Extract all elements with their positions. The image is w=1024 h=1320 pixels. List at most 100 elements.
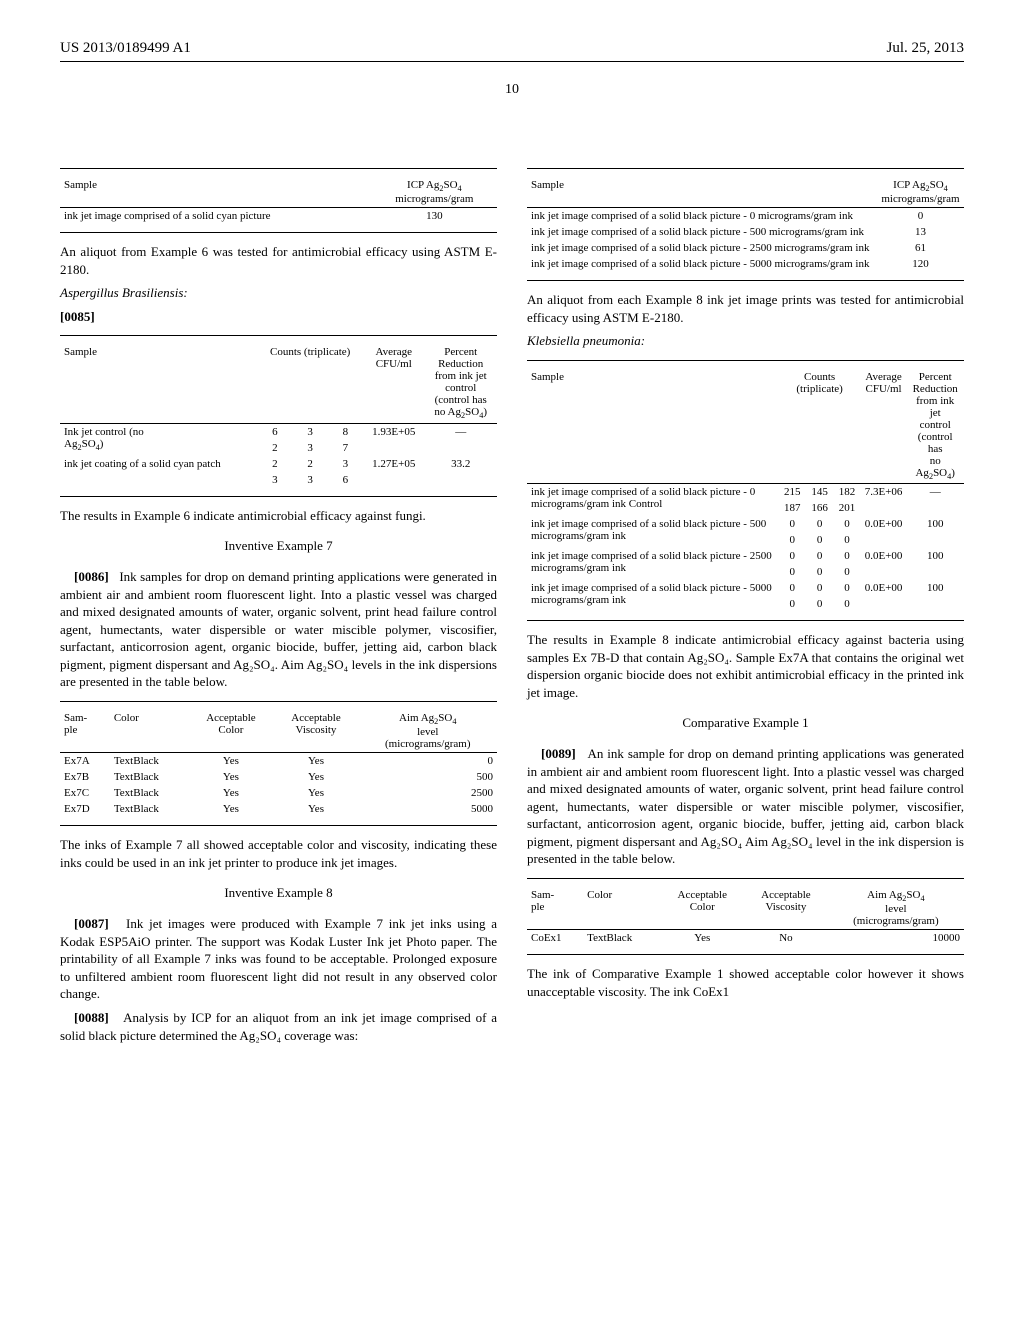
header-right: Jul. 25, 2013 <box>886 40 964 57</box>
table-b-r1-sample: Ink jet control (noAg2SO4) <box>60 423 257 456</box>
tc: TextBlack <box>110 753 189 770</box>
comparative-1-title: Comparative Example 1 <box>527 715 964 731</box>
para-88: [0088] Analysis by ICP for an aliquot fr… <box>60 1009 497 1044</box>
left-column: Sample ICP Ag2SO4micrograms/gram ink jet… <box>60 158 497 1050</box>
table-a-icp: 130 <box>372 208 497 225</box>
table-e: Sample Counts (triplicate) AverageCFU/ml… <box>527 360 964 621</box>
header-left: US 2013/0189499 A1 <box>60 40 191 57</box>
table-b-c: 7 <box>328 440 363 456</box>
tf-h-av: AcceptableViscosity <box>744 887 828 930</box>
te-c: 145 <box>806 484 833 501</box>
tc: Yes <box>273 785 358 801</box>
tf: TextBlack <box>583 930 660 947</box>
te-c: 0 <box>806 564 833 580</box>
tc: Yes <box>273 801 358 817</box>
aspergillus-label: Aspergillus Brasiliensis: <box>60 284 497 302</box>
tc: Ex7C <box>60 785 110 801</box>
table-a-header-sample: Sample <box>60 177 372 208</box>
table-c: Sam-ple Color AcceptableColor Acceptable… <box>60 701 497 826</box>
tc: Yes <box>188 769 273 785</box>
te-s: ink jet image comprised of a solid black… <box>527 484 778 517</box>
te-c: 0 <box>806 580 833 596</box>
para-87-num: [0087] <box>74 916 109 931</box>
right-column: Sample ICP Ag2SO4micrograms/gram ink jet… <box>527 158 964 1050</box>
table-b-c: 8 <box>328 423 363 440</box>
para-86-num: [0086] <box>74 569 109 584</box>
td-s: ink jet image comprised of a solid black… <box>527 256 877 272</box>
tc-h-aim: Aim Ag2SO4level(micrograms/gram) <box>359 710 497 753</box>
te-c: 0 <box>806 516 833 532</box>
te-c: 0 <box>778 548 805 564</box>
te-avg: 0.0E+00 <box>861 516 907 548</box>
tc: Yes <box>273 753 358 770</box>
te-c: 187 <box>778 500 805 516</box>
table-b-c: 6 <box>328 472 363 488</box>
td-v: 120 <box>877 256 964 272</box>
table-b-avg: 1.93E+05 <box>363 423 424 456</box>
tc: 500 <box>359 769 497 785</box>
td-v: 13 <box>877 224 964 240</box>
te-c: 0 <box>806 532 833 548</box>
td-v: 0 <box>877 208 964 225</box>
te-s: ink jet image comprised of a solid black… <box>527 516 778 548</box>
klebsiella-label: Klebsiella pneumonia: <box>527 332 964 350</box>
para-89-text: An ink sample for drop on demand printin… <box>527 746 964 866</box>
te-pct: 100 <box>906 580 964 612</box>
tc: Yes <box>188 801 273 817</box>
tc: TextBlack <box>110 785 189 801</box>
tc: TextBlack <box>110 801 189 817</box>
te-c: 0 <box>833 596 860 612</box>
td-h-s: Sample <box>527 177 877 208</box>
te-c: 0 <box>833 580 860 596</box>
te-c: 201 <box>833 500 860 516</box>
tf: Yes <box>660 930 744 947</box>
tc: 5000 <box>359 801 497 817</box>
para-89-num: [0089] <box>541 746 576 761</box>
td-v: 61 <box>877 240 964 256</box>
table-b: Sample Counts (triplicate) AverageCFU/ml… <box>60 335 497 496</box>
para-88-num: [0088] <box>74 1010 109 1025</box>
te-c: 0 <box>833 548 860 564</box>
para-88-text: Analysis by ICP for an aliquot from an i… <box>60 1010 497 1043</box>
te-c: 0 <box>833 564 860 580</box>
te-c: 215 <box>778 484 805 501</box>
table-b-pct: — <box>424 423 497 456</box>
table-b-avg: 1.27E+05 <box>363 456 424 488</box>
table-b-c: 2 <box>257 456 292 472</box>
para-87-text: Ink jet images were produced with Exampl… <box>60 916 497 1001</box>
table-b-h-avg: AverageCFU/ml <box>363 344 424 423</box>
table-b-pct: 33.2 <box>424 456 497 488</box>
td-s: ink jet image comprised of a solid black… <box>527 208 877 225</box>
te-h-avg: AverageCFU/ml <box>861 369 907 484</box>
te-avg: 0.0E+00 <box>861 548 907 580</box>
te-c: 0 <box>778 564 805 580</box>
table-b-h-counts: Counts (triplicate) <box>257 344 363 423</box>
page-header: US 2013/0189499 A1 Jul. 25, 2013 <box>60 40 964 62</box>
table-a: Sample ICP Ag2SO4micrograms/gram ink jet… <box>60 168 497 233</box>
tf-h-ac: AcceptableColor <box>660 887 744 930</box>
te-avg: 0.0E+00 <box>861 580 907 612</box>
tf: 10000 <box>828 930 964 947</box>
table-b-r2-sample: ink jet coating of a solid cyan patch <box>60 456 257 488</box>
tc: Ex7A <box>60 753 110 770</box>
te-c: 0 <box>778 580 805 596</box>
tc-h-s: Sam-ple <box>60 710 110 753</box>
text-after-table-f: The ink of Comparative Example 1 showed … <box>527 965 964 1000</box>
tf-h-aim: Aim Ag2SO4level(micrograms/gram) <box>828 887 964 930</box>
tc: 0 <box>359 753 497 770</box>
table-a-sample: ink jet image comprised of a solid cyan … <box>60 208 372 225</box>
te-c: 0 <box>778 516 805 532</box>
te-s: ink jet image comprised of a solid black… <box>527 548 778 580</box>
tc: Ex7D <box>60 801 110 817</box>
te-c: 166 <box>806 500 833 516</box>
tc: 2500 <box>359 785 497 801</box>
table-d: Sample ICP Ag2SO4micrograms/gram ink jet… <box>527 168 964 281</box>
table-b-h-pct: PercentReductionfrom ink jetcontrol(cont… <box>424 344 497 423</box>
tc: TextBlack <box>110 769 189 785</box>
tf-h-c: Color <box>583 887 660 930</box>
te-c: 0 <box>806 596 833 612</box>
table-a-header-icp: ICP Ag2SO4micrograms/gram <box>372 177 497 208</box>
te-c: 0 <box>778 596 805 612</box>
text-after-table-d: An aliquot from each Example 8 ink jet i… <box>527 291 964 326</box>
te-c: 0 <box>806 548 833 564</box>
